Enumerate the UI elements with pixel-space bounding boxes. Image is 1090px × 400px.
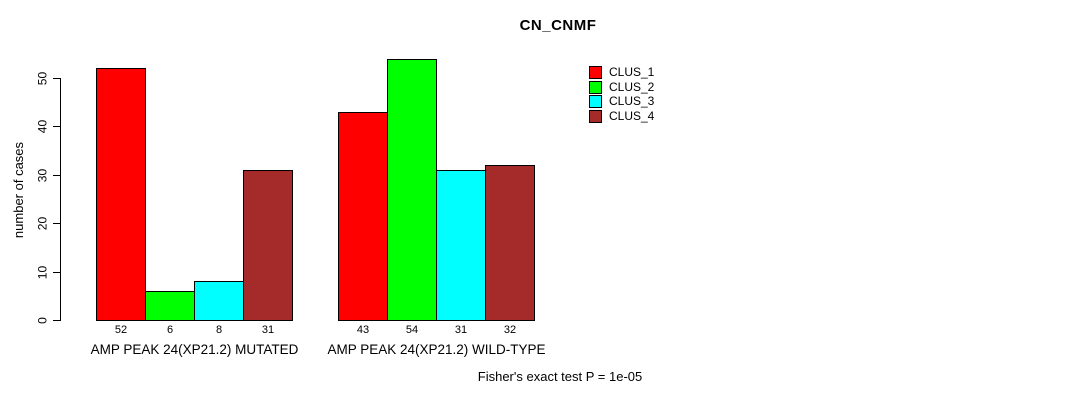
y-axis-line bbox=[60, 78, 61, 321]
bar bbox=[96, 68, 146, 321]
y-tick-label: 10 bbox=[35, 265, 50, 280]
bar-value-label: 8 bbox=[215, 324, 223, 336]
y-tick-label: 30 bbox=[35, 168, 50, 183]
bar bbox=[194, 281, 244, 321]
legend-row: CLUS_2 bbox=[589, 81, 654, 94]
y-tick-mark bbox=[53, 126, 60, 127]
legend-swatch bbox=[589, 81, 602, 94]
legend-label: CLUS_1 bbox=[609, 65, 655, 79]
y-tick-mark bbox=[53, 175, 60, 176]
y-tick-mark bbox=[53, 320, 60, 321]
x-group-label: AMP PEAK 24(XP21.2) MUTATED bbox=[90, 342, 299, 357]
y-tick-mark bbox=[53, 223, 60, 224]
bar bbox=[387, 59, 437, 321]
bar bbox=[145, 291, 195, 321]
y-tick-mark bbox=[53, 78, 60, 79]
y-axis-label: number of cases bbox=[11, 141, 26, 239]
bar bbox=[243, 170, 293, 321]
legend-label: CLUS_4 bbox=[609, 109, 655, 123]
bar-value-label: 6 bbox=[166, 324, 174, 336]
bar-value-label: 52 bbox=[114, 324, 128, 336]
y-tick-label: 50 bbox=[35, 71, 50, 86]
y-tick-label: 20 bbox=[35, 216, 50, 231]
bar-value-label: 43 bbox=[356, 324, 370, 336]
legend-swatch bbox=[589, 95, 602, 108]
chart-title: CN_CNMF bbox=[519, 17, 597, 34]
bar-value-label: 31 bbox=[454, 324, 468, 336]
legend-swatch bbox=[589, 110, 602, 123]
legend-row: CLUS_1 bbox=[589, 66, 654, 79]
bar bbox=[485, 165, 535, 321]
legend-row: CLUS_4 bbox=[589, 110, 654, 123]
y-tick-label: 40 bbox=[35, 119, 50, 134]
bar bbox=[436, 170, 486, 321]
y-tick-mark bbox=[53, 272, 60, 273]
legend-row: CLUS_3 bbox=[589, 95, 654, 108]
stat-test-annotation: Fisher's exact test P = 1e-05 bbox=[477, 369, 643, 384]
legend-label: CLUS_3 bbox=[609, 94, 655, 108]
y-tick-label: 0 bbox=[35, 317, 50, 324]
legend-swatch bbox=[589, 66, 602, 79]
legend-label: CLUS_2 bbox=[609, 80, 655, 94]
bar bbox=[338, 112, 388, 321]
bar-value-label: 31 bbox=[261, 324, 275, 336]
bar-value-label: 32 bbox=[503, 324, 517, 336]
bar-value-label: 54 bbox=[405, 324, 419, 336]
x-group-label: AMP PEAK 24(XP21.2) WILD-TYPE bbox=[327, 342, 546, 357]
